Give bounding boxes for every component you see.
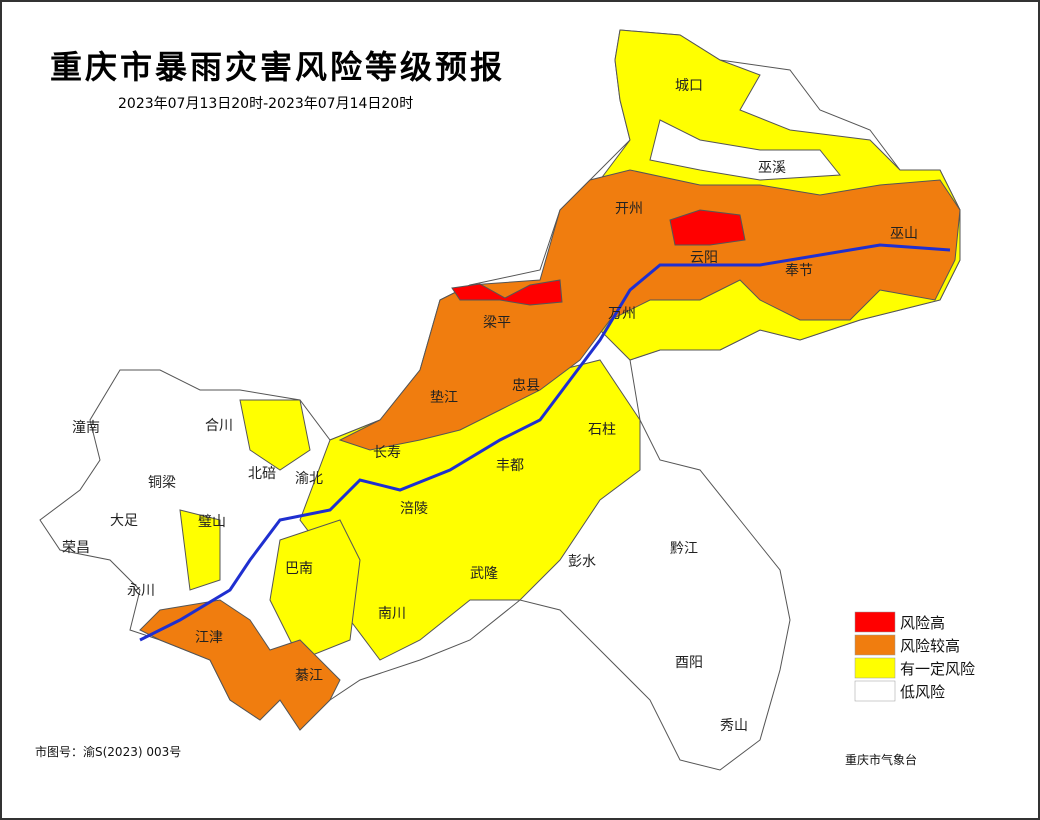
legend-swatch [854,611,896,633]
region-red [451,279,563,306]
district-label: 渝北 [295,471,323,487]
district-label: 涪陵 [400,501,428,517]
river [139,243,951,642]
district-label: 忠县 [512,378,540,394]
district-label: 大足 [110,513,138,529]
district-label: 酉阳 [675,655,703,671]
district-label: 长寿 [373,444,401,461]
map-title: 重庆市暴雨灾害风险等级预报 [50,48,505,86]
district-label: 石柱 [588,422,616,438]
district-label: 合川 [205,418,233,434]
district-label: 潼南 [72,419,100,436]
legend-swatch [854,634,896,656]
region-red [669,209,746,246]
region-white [649,119,841,181]
district-label: 城口 [675,78,703,94]
legend-label: 风险较高 [900,637,960,655]
district-label: 北碚 [248,466,276,482]
district-label: 巴南 [285,561,313,577]
district-label: 巫溪 [758,160,786,176]
district-label: 丰都 [496,458,524,474]
district-label: 秀山 [720,718,748,734]
legend-label: 低风险 [900,683,945,701]
district-label: 奉节 [785,263,813,279]
issuer: 重庆市气象台 [845,752,917,767]
district-label: 巫山 [890,226,918,242]
district-label: 云阳 [690,250,718,266]
region-orange [338,169,961,451]
region-orange [139,599,341,731]
district-label: 璧山 [198,513,226,530]
district-label: 荣昌 [62,540,90,556]
legend-swatch [854,680,896,702]
district-label: 江津 [195,630,223,646]
district-label: 开州 [615,201,643,217]
map-number: 市图号：渝S(2023) 003号 [35,744,181,759]
district-label: 铜梁 [148,475,176,491]
district-label: 梁平 [483,315,511,331]
district-label: 万州 [608,306,636,322]
district-label: 黔江 [670,541,698,557]
district-label: 彭水 [568,554,596,570]
region-yellow [239,399,311,471]
map-subtitle: 2023年07月13日20时-2023年07月14日20时 [118,96,413,112]
region-yellow [269,519,361,661]
legend-swatch [854,657,896,679]
district-label: 武隆 [470,566,498,582]
legend-label: 风险高 [900,614,945,632]
district-label: 南川 [378,606,406,622]
district-label: 永川 [127,583,155,599]
legend-label: 有一定风险 [900,660,975,678]
district-label: 垫江 [430,390,458,406]
district-label: 綦江 [295,668,323,684]
region-yellow [179,509,221,591]
map-regions [39,29,961,771]
